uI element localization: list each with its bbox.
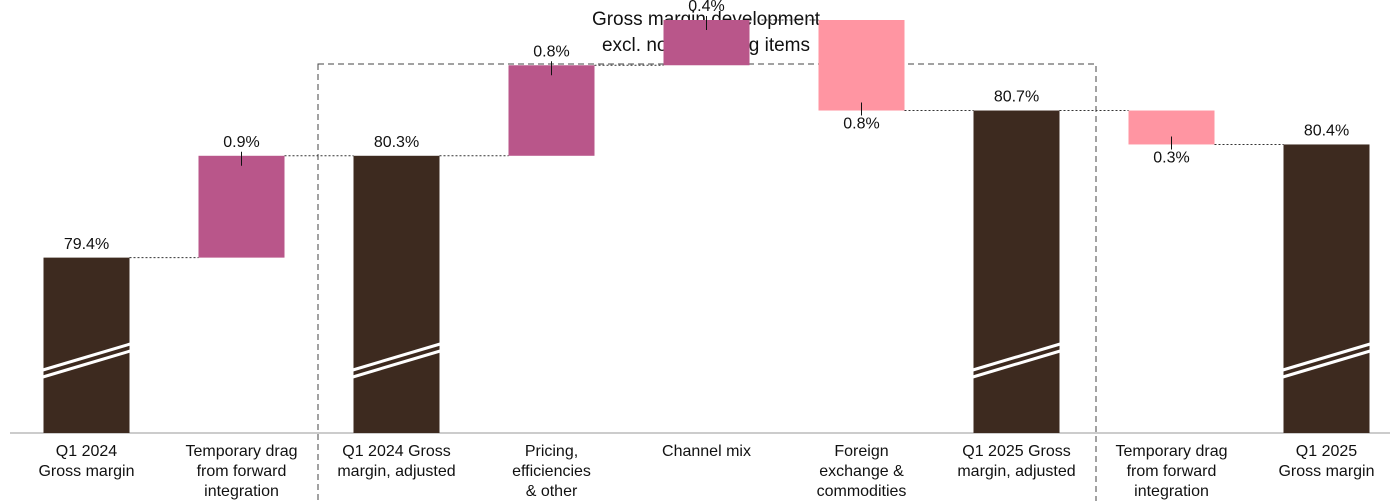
value-label: 80.7% bbox=[994, 89, 1039, 106]
axis-break bbox=[969, 348, 1064, 380]
x-tick-label: Temporary drag bbox=[1115, 443, 1227, 460]
bar bbox=[43, 257, 130, 433]
value-label: 0.3% bbox=[1153, 150, 1189, 167]
axis-break bbox=[969, 341, 1064, 373]
value-label: 80.4% bbox=[1304, 123, 1349, 140]
x-tick-label: Pricing, bbox=[525, 443, 578, 460]
x-tick-label: Foreign bbox=[834, 443, 888, 460]
x-tick-label: Q1 2024 Gross bbox=[342, 443, 451, 460]
x-tick-label: Channel mix bbox=[662, 443, 751, 460]
x-tick-label: efficiencies bbox=[512, 463, 591, 480]
x-tick-label: & other bbox=[526, 483, 578, 500]
x-tick-label: Q1 2025 bbox=[1296, 443, 1357, 460]
value-label: 79.4% bbox=[64, 236, 109, 253]
x-tick-label: margin, adjusted bbox=[337, 463, 455, 480]
value-label: 0.9% bbox=[223, 134, 259, 151]
x-tick-label: Temporary drag bbox=[185, 443, 297, 460]
axis-break bbox=[349, 348, 444, 380]
group-box bbox=[317, 63, 1097, 501]
bar bbox=[1283, 144, 1370, 433]
value-label: 0.8% bbox=[843, 116, 879, 133]
axis-break bbox=[1279, 348, 1374, 380]
x-tick-label: Q1 2025 Gross bbox=[962, 443, 1071, 460]
axis-break bbox=[39, 348, 134, 380]
bar bbox=[973, 110, 1060, 434]
x-tick-label: margin, adjusted bbox=[957, 463, 1075, 480]
x-tick-label: Gross margin bbox=[1278, 463, 1374, 480]
x-tick-label: from forward bbox=[197, 463, 287, 480]
value-label: 80.3% bbox=[374, 134, 419, 151]
x-tick-label: from forward bbox=[1127, 463, 1217, 480]
axis-break bbox=[39, 341, 134, 373]
x-tick-label: commodities bbox=[817, 483, 907, 500]
x-tick-label: Gross margin bbox=[38, 463, 134, 480]
x-tick-label: integration bbox=[204, 483, 279, 500]
value-label: 0.8% bbox=[533, 43, 569, 60]
bar bbox=[508, 65, 595, 156]
x-tick-label: Q1 2024 bbox=[56, 443, 117, 460]
x-tick-label: exchange & bbox=[819, 463, 904, 480]
bar bbox=[353, 155, 440, 433]
bar bbox=[818, 20, 905, 111]
axis-break bbox=[1279, 341, 1374, 373]
value-label: 0.4% bbox=[688, 0, 724, 15]
bar bbox=[198, 155, 285, 258]
x-tick-label: integration bbox=[1134, 483, 1209, 500]
axis-break bbox=[349, 341, 444, 373]
